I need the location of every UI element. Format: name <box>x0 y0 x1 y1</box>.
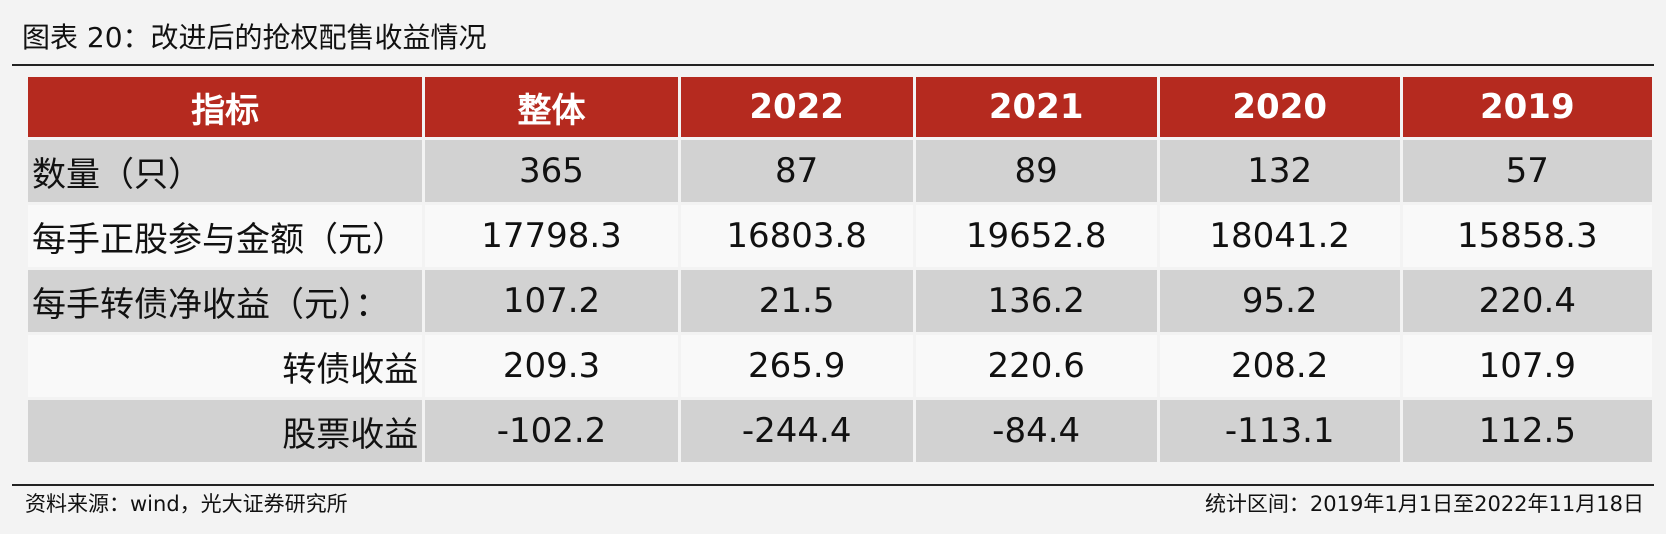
cell: -84.4 <box>915 400 1157 462</box>
source: 资料来源：wind，光大证券研究所 <box>25 492 348 516</box>
cell: 136.2 <box>915 270 1157 332</box>
title: 图表 20：改进后的抢权配售收益情况 <box>22 21 487 54</box>
cell: 107.9 <box>1402 335 1652 397</box>
row-label: 转债收益 <box>28 335 423 397</box>
divider <box>12 64 1654 66</box>
column-header: 2019 <box>1402 77 1652 137</box>
data-table: 指标 整体 2022 2021 2020 2019 数量（只） 365 87 89 132 57 每手… <box>25 74 1655 465</box>
table-row: 每手转债净收益（元）： 107.2 21.5 136.2 95.2 220.4 <box>28 270 1652 332</box>
cell: 265.9 <box>680 335 913 397</box>
column-header: 2021 <box>915 77 1157 137</box>
table-body: 数量（只） 365 87 89 132 57 每手正股参与金额（元） 17798.3 16803… <box>28 140 1652 462</box>
cell: -113.1 <box>1159 400 1400 462</box>
row-label: 股票收益 <box>28 400 423 462</box>
cell: 57 <box>1402 140 1652 202</box>
cell: 365 <box>425 140 678 202</box>
cell: 16803.8 <box>680 205 913 267</box>
table-row: 转债收益 209.3 265.9 220.6 208.2 107.9 <box>28 335 1652 397</box>
row-label: 每手转债净收益（元）： <box>28 270 423 332</box>
cell: 132 <box>1159 140 1400 202</box>
cell: 220.6 <box>915 335 1157 397</box>
cell: 208.2 <box>1159 335 1400 397</box>
table-row: 数量（只） 365 87 89 132 57 <box>28 140 1652 202</box>
cell: 15858.3 <box>1402 205 1652 267</box>
cell: 220.4 <box>1402 270 1652 332</box>
divider <box>12 484 1654 486</box>
row-label: 每手正股参与金额（元） <box>28 205 423 267</box>
cell: 89 <box>915 140 1157 202</box>
note: 统计区间：2019年1月1日至2022年11月18日 <box>1204 492 1644 516</box>
cell: 21.5 <box>680 270 913 332</box>
table-head: 指标 整体 2022 2021 2020 2019 <box>28 77 1652 137</box>
cell: 107.2 <box>425 270 678 332</box>
cell: 18041.2 <box>1159 205 1400 267</box>
cell: 209.3 <box>425 335 678 397</box>
cell: 17798.3 <box>425 205 678 267</box>
column-header: 整体 <box>425 77 678 137</box>
cell: 112.5 <box>1402 400 1652 462</box>
column-header: 指标 <box>28 77 423 137</box>
cell: 95.2 <box>1159 270 1400 332</box>
header-row: 指标 整体 2022 2021 2020 2019 <box>28 77 1652 137</box>
cell: 87 <box>680 140 913 202</box>
table-row: 每手正股参与金额（元） 17798.3 16803.8 19652.8 18041.2 1… <box>28 205 1652 267</box>
cell: 19652.8 <box>915 205 1157 267</box>
table-row: 股票收益 -102.2 -244.4 -84.4 -113.1 112.5 <box>28 400 1652 462</box>
column-header: 2020 <box>1159 77 1400 137</box>
row-label: 数量（只） <box>28 140 423 202</box>
column-header: 2022 <box>680 77 913 137</box>
cell: -102.2 <box>425 400 678 462</box>
cell: -244.4 <box>680 400 913 462</box>
